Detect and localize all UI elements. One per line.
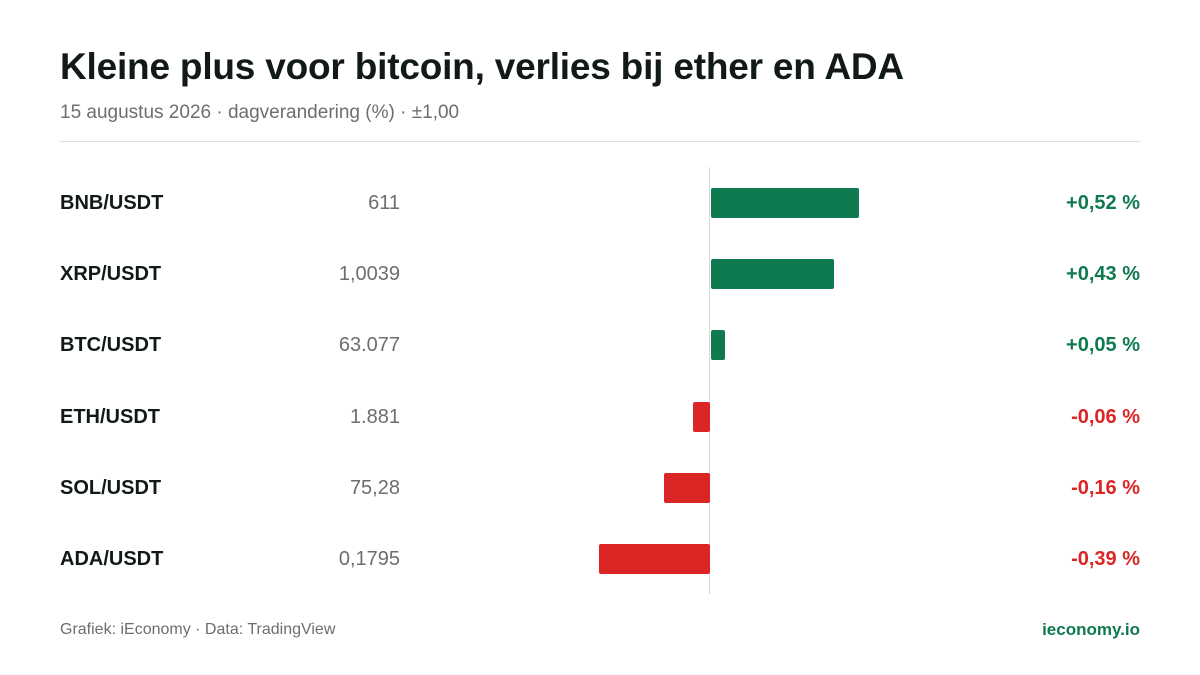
- price-value: 1,0039: [338, 263, 400, 286]
- price-value: 1.881: [349, 405, 400, 428]
- change-label: -0,16 %: [1071, 476, 1140, 499]
- negative-change-bar: [598, 544, 710, 574]
- brand-link[interactable]: ieconomy.io: [1042, 620, 1140, 639]
- positive-change-bar: [711, 259, 834, 290]
- chart-row: XRP/USDT 1,0039 +0,43 %: [60, 255, 1140, 295]
- positive-change-bar: [711, 188, 860, 218]
- pair-label: ADA/USDT: [60, 548, 164, 570]
- chart-row: ETH/USDT 1.881 -0,06 %: [60, 398, 1140, 438]
- chart-row: SOL/USDT 75,28 -0,16 %: [60, 469, 1140, 509]
- price-value: 63.077: [338, 334, 400, 357]
- positive-change-bar: [711, 330, 726, 361]
- negative-change-bar: [664, 472, 710, 503]
- price-value: 0,1795: [338, 548, 400, 570]
- pair-label: ETH/USDT: [60, 405, 160, 428]
- change-label: -0,06 %: [1071, 405, 1140, 428]
- chart-title: Kleine plus voor bitcoin, verlies bij et…: [60, 46, 904, 87]
- pair-label: XRP/USDT: [60, 263, 162, 286]
- pair-label: BNB/USDT: [60, 192, 164, 214]
- chart-subtitle: 15 augustus 2026 · dagverandering (%) · …: [60, 102, 460, 123]
- pair-label: SOL/USDT: [60, 476, 162, 499]
- header-divider: [60, 141, 1140, 142]
- pair-label: BTC/USDT: [60, 334, 162, 357]
- price-value: 75,28: [349, 476, 400, 499]
- price-value: 611: [368, 192, 400, 214]
- zero-axis-line: [709, 167, 710, 594]
- change-label: +0,52 %: [1066, 192, 1140, 214]
- chart-row: BTC/USDT 63.077 +0,05 %: [60, 326, 1140, 366]
- change-label: +0,05 %: [1066, 334, 1140, 357]
- change-label: -0,39 %: [1071, 548, 1140, 570]
- negative-change-bar: [692, 401, 710, 432]
- source-credit: Grafiek: iEconomy · Data: TradingView: [60, 621, 336, 638]
- change-label: +0,43 %: [1066, 263, 1140, 286]
- chart-row: BNB/USDT 611 +0,52 %: [60, 184, 1140, 224]
- chart-row: ADA/USDT 0,1795 -0,39 %: [60, 540, 1140, 580]
